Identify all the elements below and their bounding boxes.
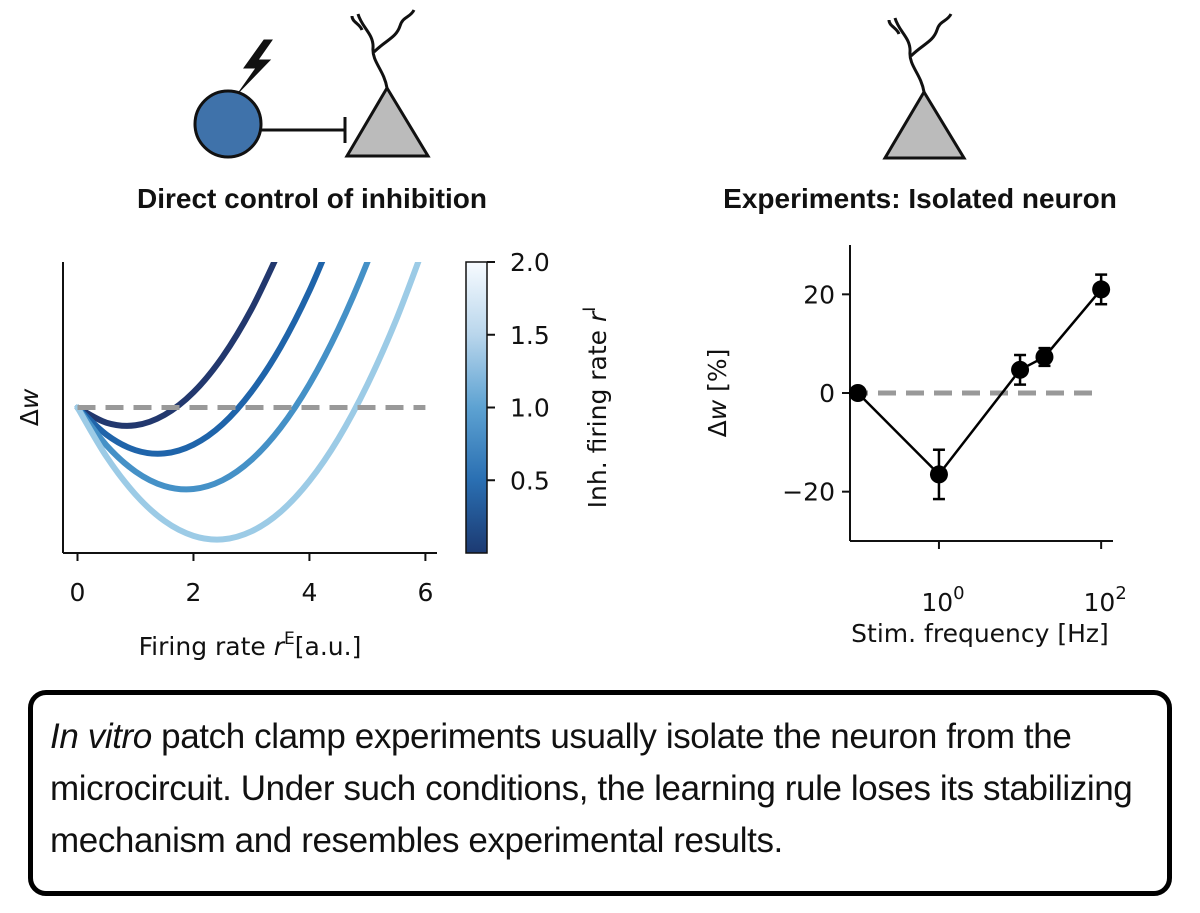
panel-title: Direct control of inhibition bbox=[137, 183, 487, 214]
curve bbox=[74, 262, 422, 543]
connector-line bbox=[856, 288, 1103, 477]
colorbar-tick-label: 1.5 bbox=[510, 321, 550, 350]
y-tick-label: −20 bbox=[782, 478, 835, 507]
caption-text: patch clamp experiments usually isolate … bbox=[50, 717, 1133, 860]
curve bbox=[74, 262, 326, 457]
neuron-icon bbox=[882, 13, 967, 160]
colorbar bbox=[465, 261, 488, 554]
x-axis-label: Stim. frequency [Hz] bbox=[851, 619, 1109, 648]
x-axis-label-part: E bbox=[284, 629, 295, 649]
x-axis-label-part: [a.u.] bbox=[295, 632, 362, 661]
x-axis-label-part: r bbox=[274, 632, 286, 661]
data-point bbox=[1035, 347, 1054, 366]
y-axis-label: Δw [%] bbox=[703, 349, 732, 438]
colorbar-label-part: Inh. firing rate bbox=[583, 322, 612, 508]
caption-italic: In vitro bbox=[50, 717, 152, 756]
colorbar-label: Inh. firing rate rI bbox=[580, 307, 612, 509]
x-tick-label: 0 bbox=[70, 578, 86, 607]
x-tick-label-part: 0 bbox=[953, 583, 964, 604]
x-axis-label-part: Firing rate bbox=[139, 632, 274, 661]
data-point bbox=[848, 384, 867, 402]
x-axis-label: Firing rate rE[a.u.] bbox=[139, 629, 362, 661]
x-tick-label: 2 bbox=[186, 578, 202, 607]
x-tick-label: 100 bbox=[921, 583, 964, 617]
y-axis-label-part: Δ bbox=[703, 420, 732, 437]
x-tick-label-part: 10 bbox=[1084, 588, 1116, 617]
y-tick-label: 0 bbox=[819, 379, 835, 408]
colorbar-label-part: I bbox=[580, 307, 600, 312]
x-tick-label-part: 10 bbox=[921, 588, 953, 617]
x-tick-label: 102 bbox=[1084, 583, 1127, 617]
y-axis-label-part: Δ bbox=[15, 409, 44, 426]
x-tick-label-part: 2 bbox=[1115, 583, 1126, 604]
curve bbox=[74, 262, 371, 493]
colorbar-tick-label: 0.5 bbox=[510, 466, 550, 495]
inhibition-icon bbox=[193, 9, 431, 159]
data-point bbox=[1092, 280, 1111, 299]
panel-title: Experiments: Isolated neuron bbox=[723, 183, 1117, 214]
y-axis-label-part: w bbox=[703, 399, 732, 420]
colorbar-tick-label: 1.0 bbox=[510, 394, 550, 423]
y-axis-label-part: w bbox=[15, 388, 44, 409]
curve bbox=[74, 262, 278, 429]
data-point bbox=[929, 465, 948, 484]
y-axis-label: Δw bbox=[15, 388, 44, 426]
figure: Direct control of inhibition Experiments… bbox=[15, 9, 1127, 661]
x-tick-label: 6 bbox=[417, 578, 433, 607]
y-tick-label: 20 bbox=[803, 280, 835, 309]
data-point bbox=[1011, 360, 1030, 379]
caption-box: In vitro patch clamp experiments usually… bbox=[28, 690, 1172, 896]
colorbar-tick-label: 2.0 bbox=[510, 248, 550, 277]
y-axis-label-part: [%] bbox=[703, 349, 732, 400]
x-tick-label: 4 bbox=[301, 578, 317, 607]
colorbar-label-part: r bbox=[583, 310, 612, 322]
